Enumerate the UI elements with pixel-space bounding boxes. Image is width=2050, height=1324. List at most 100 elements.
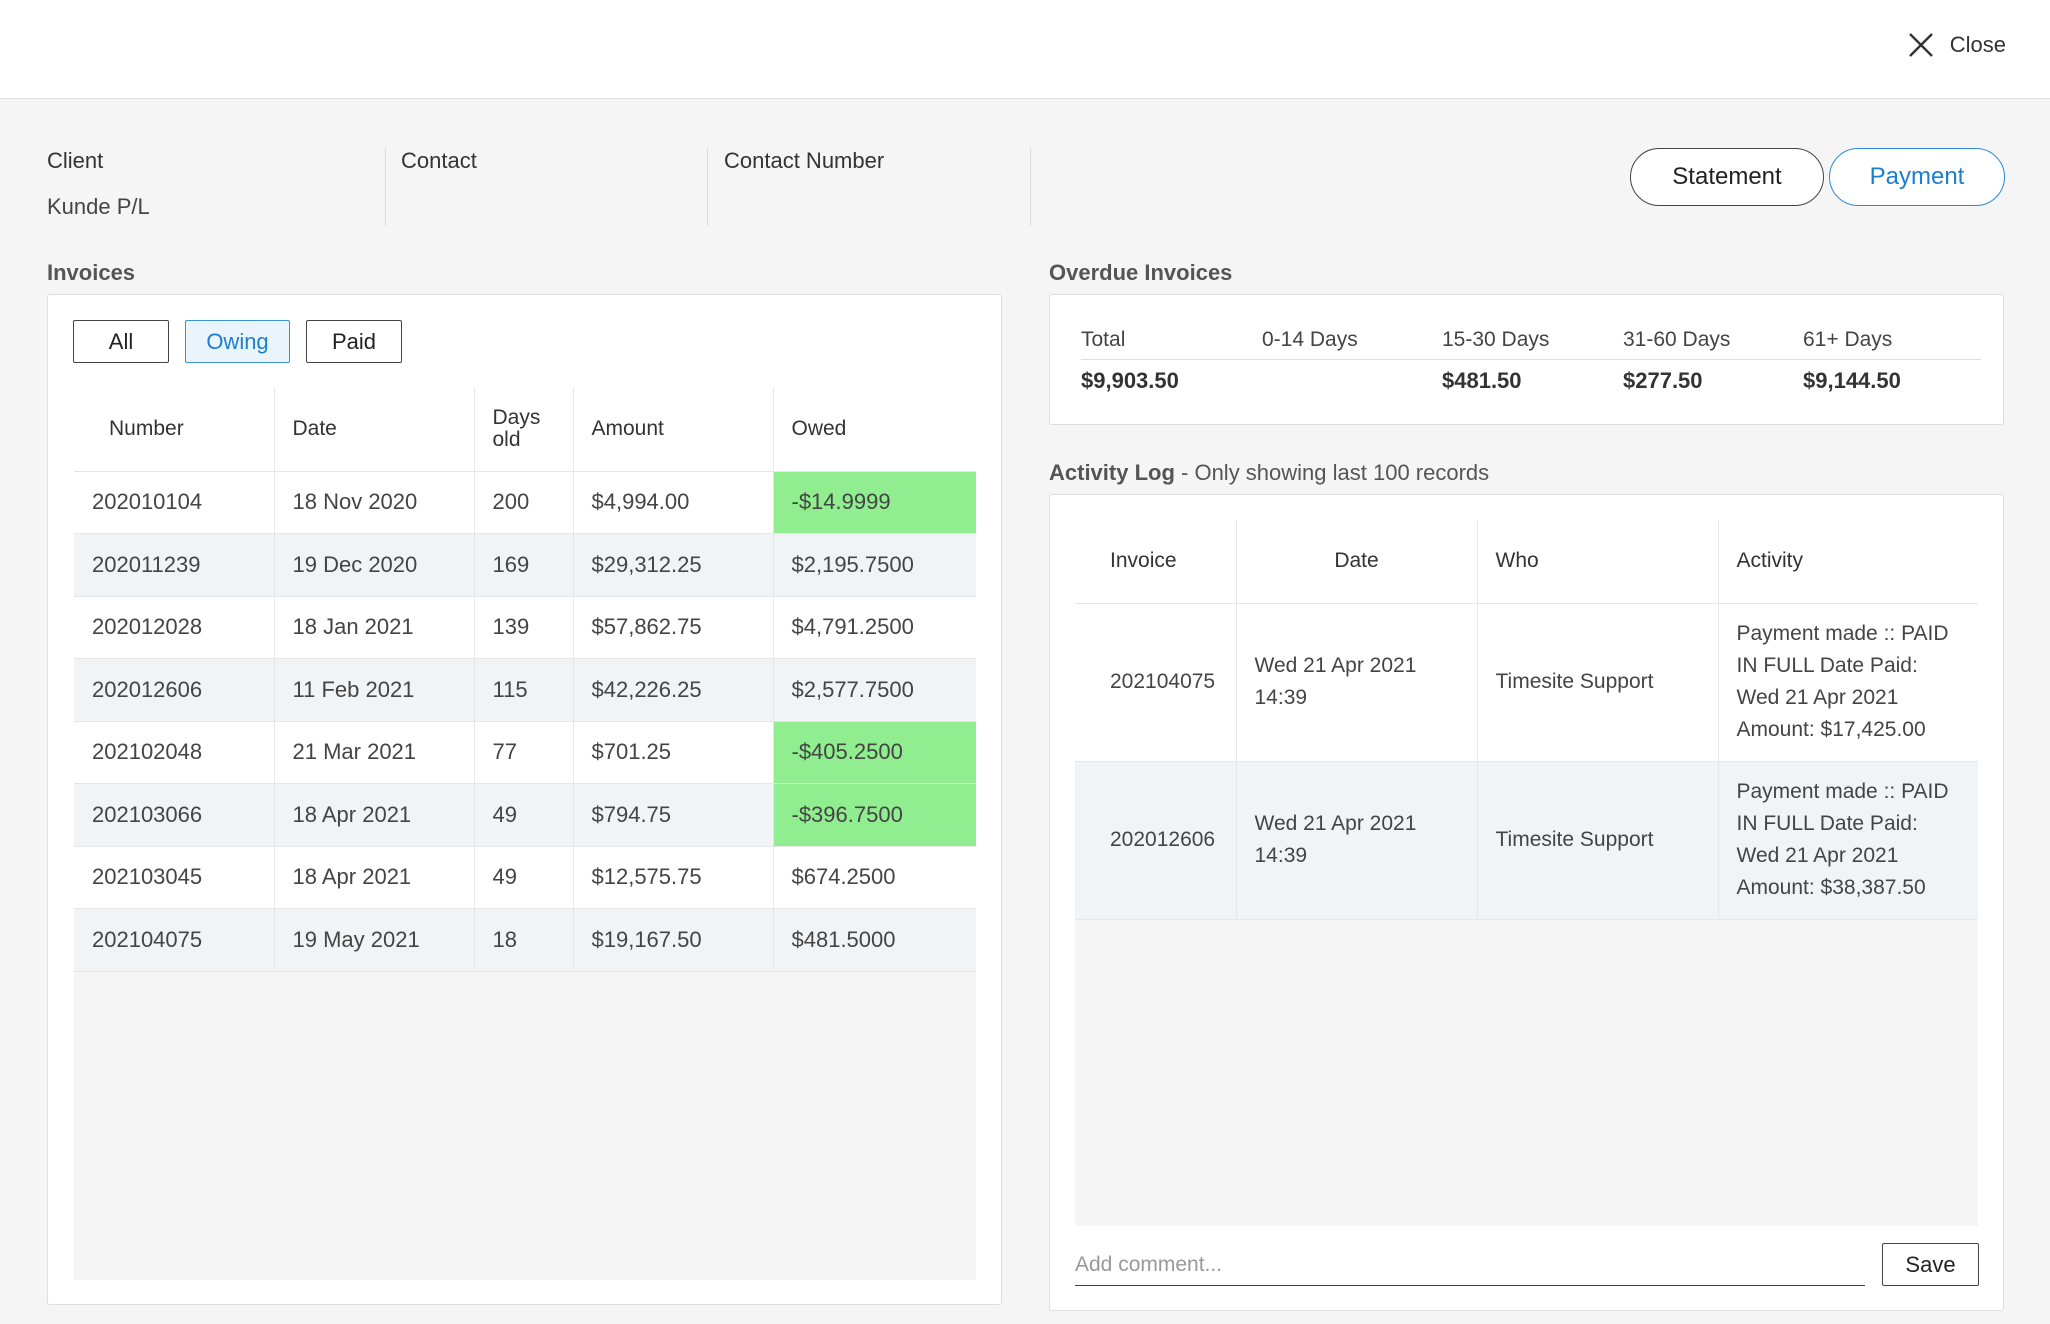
invoice-number: 202104075 (74, 908, 275, 972)
invoice-owed: -$14.9999 (773, 471, 976, 534)
invoice-number: 202102048 (74, 721, 275, 784)
invoice-owed: -$396.7500 (773, 783, 976, 847)
activity-invoice: 202104075 (1075, 603, 1237, 762)
client-value: Kunde P/L (47, 194, 150, 219)
invoice-owed: $2,577.7500 (773, 658, 976, 722)
top-bar: Close (0, 0, 2050, 99)
close-icon (1908, 33, 1933, 57)
table-row[interactable]: 202103045 18 Apr 2021 49 $12,575.75 $674… (74, 846, 976, 909)
invoice-days-old: 139 (474, 596, 574, 659)
contact-label: Contact (401, 148, 477, 173)
invoice-date: 18 Jan 2021 (274, 596, 475, 659)
invoice-amount: $701.25 (573, 721, 774, 784)
invoices-table: Number Date Days old Amount Owed 20201010… (74, 388, 976, 972)
statement-button[interactable]: Statement (1630, 148, 1824, 206)
table-row[interactable]: 202010104 18 Nov 2020 200 $4,994.00 -$14… (74, 471, 976, 534)
col-who[interactable]: Who (1477, 520, 1719, 604)
invoice-amount: $4,994.00 (573, 471, 774, 534)
client-label: Client (47, 148, 104, 173)
invoice-number: 202103045 (74, 846, 275, 909)
invoice-date: 19 May 2021 (274, 908, 475, 972)
close-button[interactable]: Close (1906, 30, 2006, 60)
invoice-date: 18 Apr 2021 (274, 783, 475, 847)
table-row[interactable]: 202103066 18 Apr 2021 49 $794.75 -$396.7… (74, 783, 976, 847)
overdue-61-plus-header: 61+ Days (1803, 322, 1981, 360)
col-days-old-line1: Days (492, 406, 541, 430)
overdue-0-14-value (1262, 359, 1442, 403)
invoice-number: 202012028 (74, 596, 275, 659)
client-info: Client Kunde P/L (47, 148, 150, 226)
table-row[interactable]: 202104075 19 May 2021 18 $19,167.50 $481… (74, 908, 976, 972)
overdue-15-30-header: 15-30 Days (1442, 322, 1623, 360)
invoice-date: 18 Apr 2021 (274, 846, 475, 909)
col-date[interactable]: Date (274, 388, 475, 472)
invoice-owed: $2,195.7500 (773, 533, 976, 597)
invoice-days-old: 77 (474, 721, 574, 784)
invoice-amount: $794.75 (573, 783, 774, 847)
overdue-total-header: Total (1081, 322, 1262, 360)
invoice-number: 202010104 (74, 471, 275, 534)
invoices-title: Invoices (47, 260, 136, 285)
invoice-number: 202011239 (74, 533, 275, 597)
table-row[interactable]: 202012606 11 Feb 2021 115 $42,226.25 $2,… (74, 658, 976, 722)
col-activity[interactable]: Activity (1718, 520, 1978, 604)
invoice-amount: $29,312.25 (573, 533, 774, 597)
activity-table: Invoice Date Who Activity 202104075 Wed … (1075, 520, 1978, 920)
divider (1030, 148, 1031, 226)
col-invoice[interactable]: Invoice (1075, 520, 1237, 604)
invoice-days-old: 169 (474, 533, 574, 597)
table-row[interactable]: 202104075 Wed 21 Apr 2021 14:39 Timesite… (1075, 603, 1978, 762)
activity-header-row: Invoice Date Who Activity (1075, 520, 1978, 604)
activity-log-subtitle: - Only showing last 100 records (1174, 460, 1490, 485)
overdue-table: Total 0-14 Days 15-30 Days 31-60 Days 61… (1081, 322, 1981, 403)
invoice-days-old: 115 (474, 658, 574, 722)
table-row[interactable]: 202012028 18 Jan 2021 139 $57,862.75 $4,… (74, 596, 976, 659)
filter-owing-button[interactable]: Owing (185, 320, 290, 363)
invoices-table-container: Number Date Days old Amount Owed 20201010… (74, 388, 976, 1280)
filter-all-button[interactable]: All (73, 320, 169, 363)
filter-paid-button[interactable]: Paid (306, 320, 402, 363)
invoice-amount: $57,862.75 (573, 596, 774, 659)
invoice-owed: $4,791.2500 (773, 596, 976, 659)
col-amount[interactable]: Amount (573, 388, 774, 472)
overdue-values-row: $9,903.50 $481.50 $277.50 $9,144.50 (1081, 359, 1981, 403)
contact-info: Contact (401, 148, 477, 226)
col-owed[interactable]: Owed (773, 388, 976, 472)
table-row[interactable]: 202012606 Wed 21 Apr 2021 14:39 Timesite… (1075, 761, 1978, 920)
activity-who: Timesite Support (1477, 603, 1719, 762)
overdue-31-60-header: 31-60 Days (1623, 322, 1803, 360)
activity-invoice: 202012606 (1075, 761, 1237, 920)
invoice-owed: -$405.2500 (773, 721, 976, 784)
invoice-amount: $19,167.50 (573, 908, 774, 972)
close-label: Close (1949, 32, 2006, 57)
invoice-date: 21 Mar 2021 (274, 721, 475, 784)
invoice-owed: $481.5000 (773, 908, 976, 972)
save-button[interactable]: Save (1882, 1243, 1979, 1286)
invoices-header-row: Number Date Days old Amount Owed (74, 388, 976, 472)
invoice-days-old: 18 (474, 908, 574, 972)
col-days-old[interactable]: Days old (474, 388, 574, 472)
overdue-0-14-header: 0-14 Days (1262, 322, 1442, 360)
invoice-date: 19 Dec 2020 (274, 533, 475, 597)
divider (385, 148, 386, 226)
overdue-panel (1049, 294, 2004, 425)
invoice-amount: $12,575.75 (573, 846, 774, 909)
contact-number-info: Contact Number (724, 148, 884, 226)
overdue-61-plus-value: $9,144.50 (1803, 368, 1901, 394)
table-row[interactable]: 202102048 21 Mar 2021 77 $701.25 -$405.2… (74, 721, 976, 784)
overdue-15-30-value: $481.50 (1442, 368, 1522, 394)
invoice-days-old: 49 (474, 846, 574, 909)
col-activity-date[interactable]: Date (1236, 520, 1478, 604)
divider (707, 148, 708, 226)
invoice-number: 202012606 (74, 658, 275, 722)
invoice-days-old: 200 (474, 471, 574, 534)
col-days-old-line2: old (492, 428, 521, 452)
comment-input[interactable] (1075, 1244, 1865, 1286)
payment-button[interactable]: Payment (1829, 148, 2005, 206)
contact-number-label: Contact Number (724, 148, 885, 173)
activity-description: Payment made :: PAID IN FULL Date Paid: … (1718, 603, 1978, 762)
overdue-31-60-value: $277.50 (1623, 368, 1703, 394)
activity-description: Payment made :: PAID IN FULL Date Paid: … (1718, 761, 1978, 920)
col-number[interactable]: Number (74, 388, 275, 472)
table-row[interactable]: 202011239 19 Dec 2020 169 $29,312.25 $2,… (74, 533, 976, 597)
